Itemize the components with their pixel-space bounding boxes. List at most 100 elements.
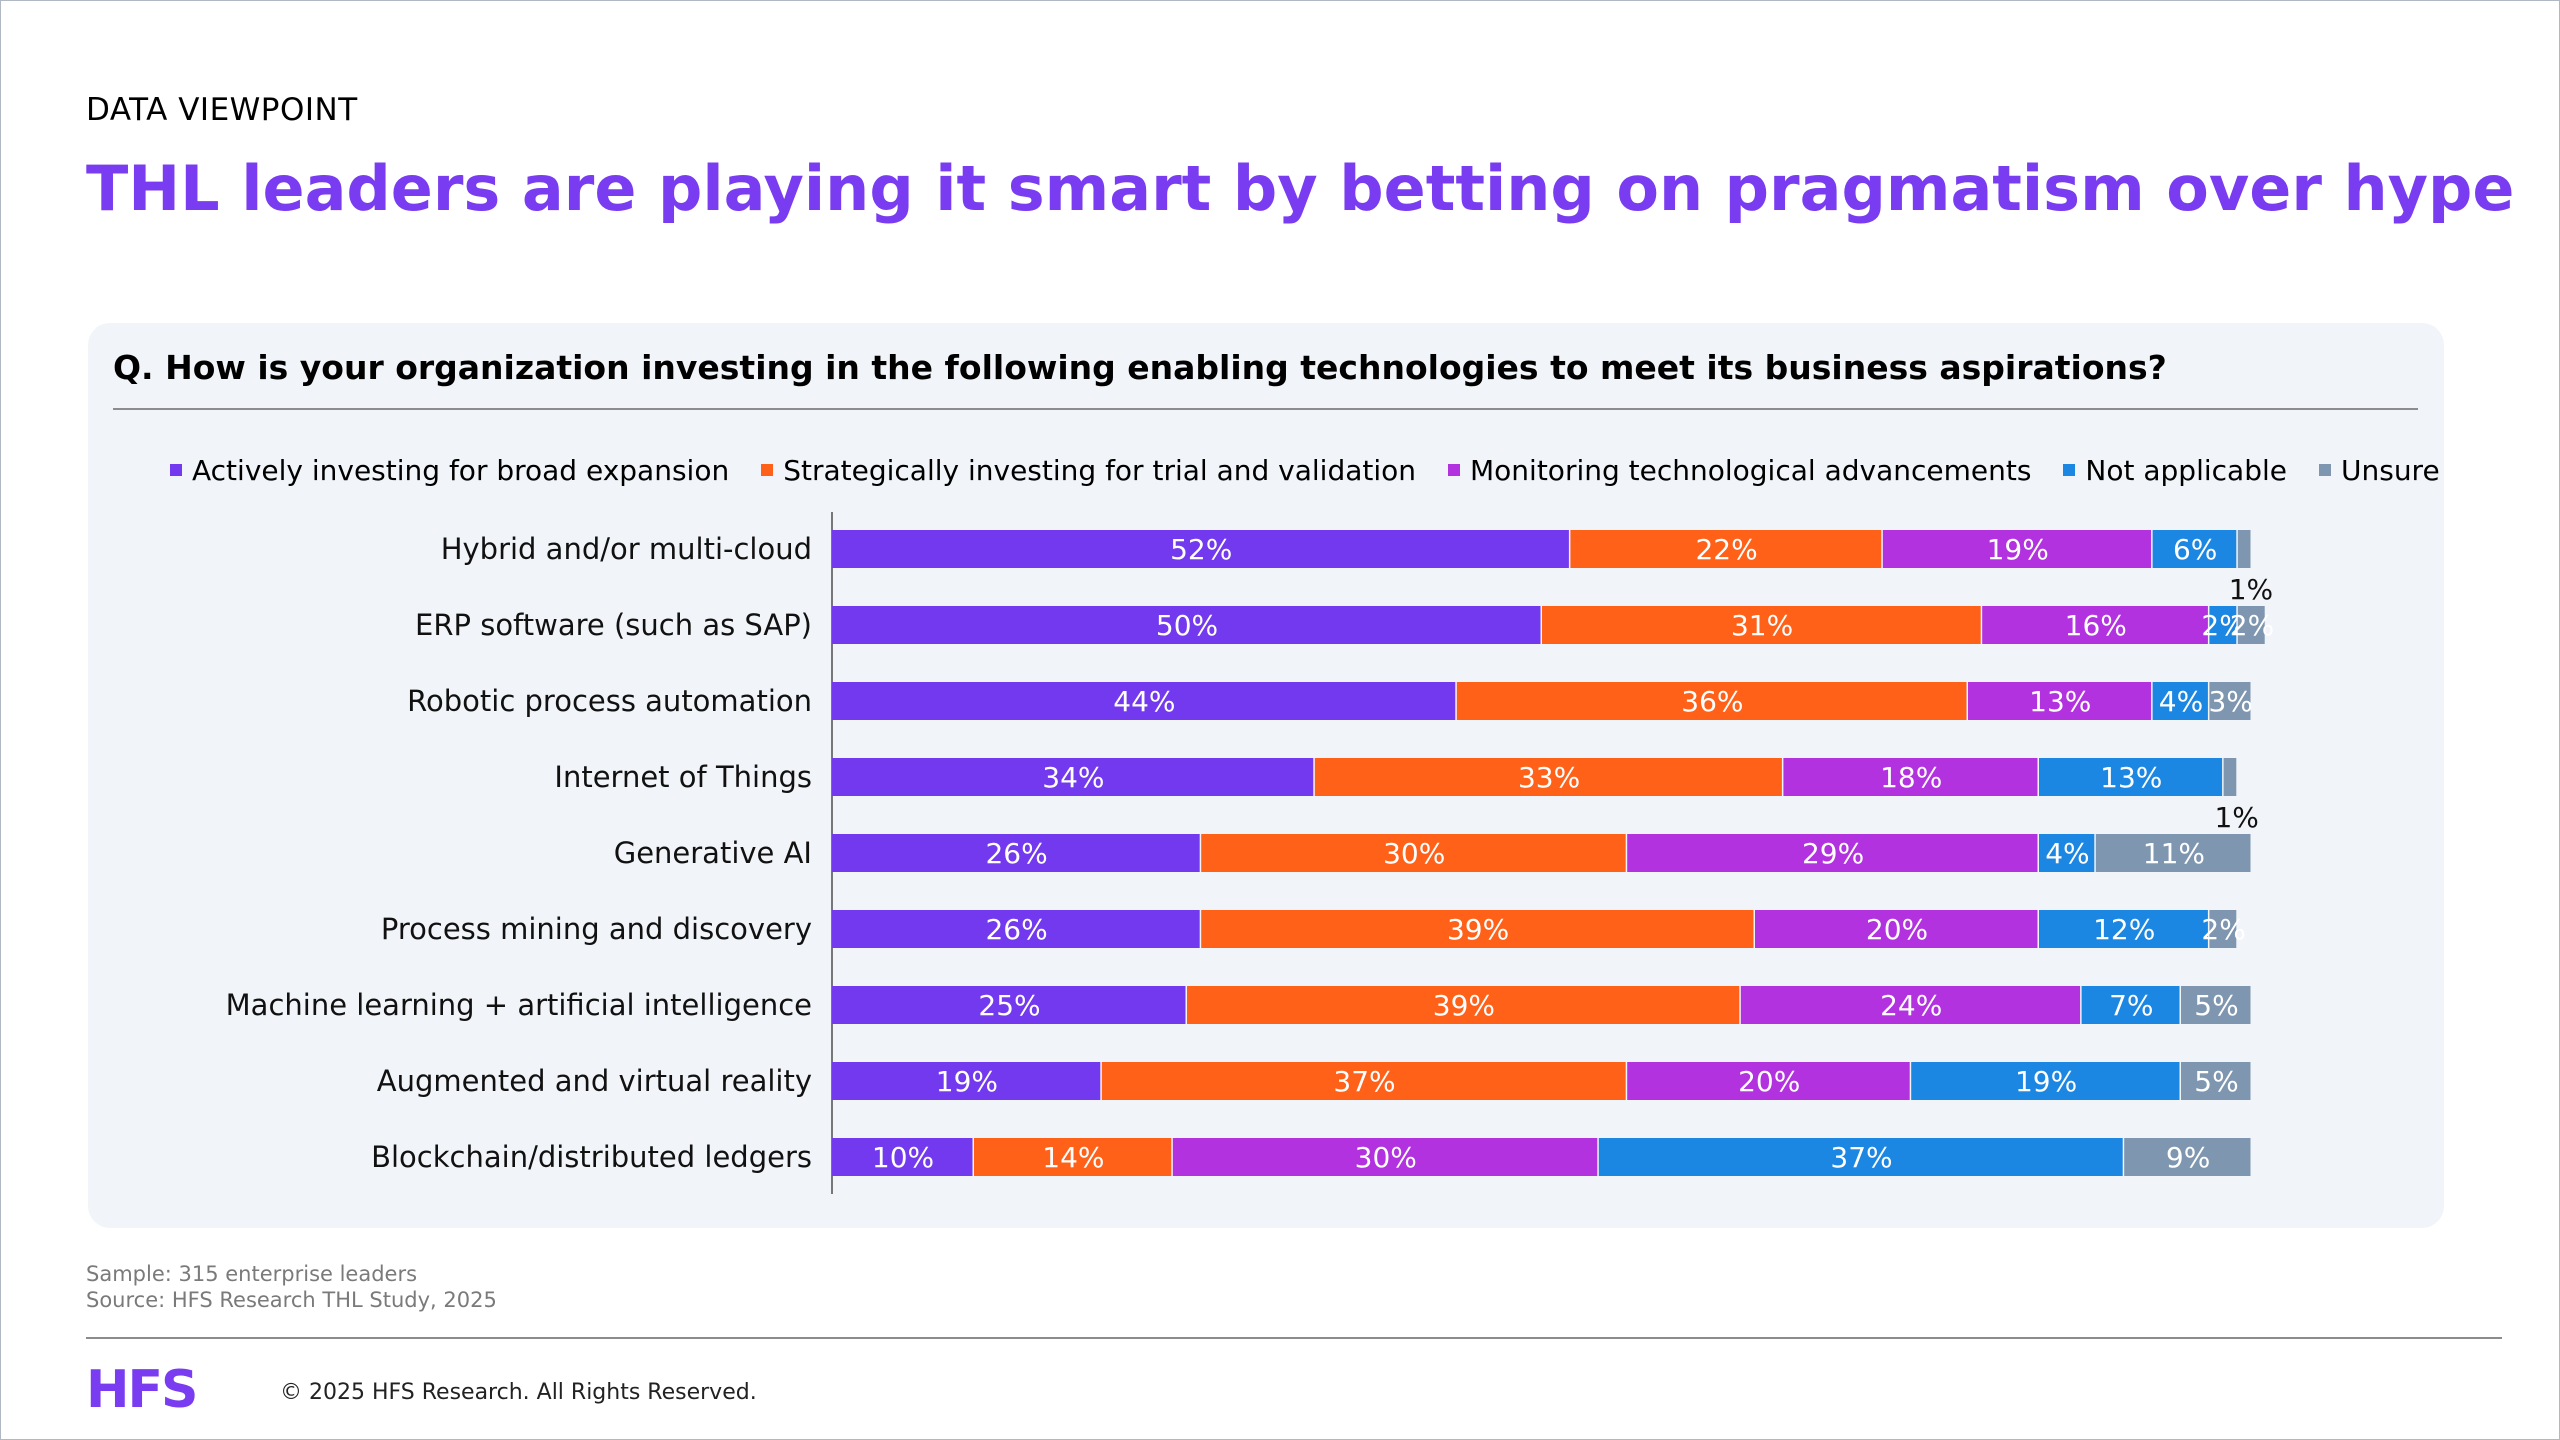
bar-segment — [1542, 606, 1981, 644]
legend-label: Not applicable — [2085, 453, 2287, 487]
bar-segment — [1783, 758, 2038, 796]
bar-segment — [832, 682, 1456, 720]
data-label: 1% — [2214, 801, 2258, 834]
category-label: Augmented and virtual reality — [377, 1064, 812, 1098]
data-label: 13% — [2029, 685, 2091, 718]
data-label: 12% — [2093, 913, 2155, 946]
footer-divider — [86, 1337, 2502, 1339]
data-label: 5% — [2194, 1065, 2238, 1098]
data-label: 39% — [1433, 989, 1495, 1022]
bar-segment — [832, 1138, 973, 1176]
bar-segment — [1314, 758, 1782, 796]
legend-item: Unsure — [2318, 453, 2440, 487]
bar-segment — [2124, 1138, 2251, 1176]
data-label: 20% — [1866, 913, 1928, 946]
data-label: 16% — [2065, 609, 2127, 642]
bar-segment — [1172, 1138, 1598, 1176]
bar-segment — [1882, 530, 2152, 568]
bar-segment — [1101, 1062, 1626, 1100]
survey-question: Q. How is your organization investing in… — [113, 348, 2167, 387]
data-label: 7% — [2109, 989, 2153, 1022]
chart-legend: Actively investing for broad expansion S… — [170, 452, 2472, 488]
data-label: 26% — [985, 837, 1047, 870]
category-label: Generative AI — [614, 836, 812, 870]
bar-segment — [2039, 834, 2095, 872]
bar-segment — [1201, 834, 1626, 872]
divider — [113, 408, 2418, 410]
data-label: 29% — [1802, 837, 1864, 870]
bar-segment — [1201, 910, 1754, 948]
data-label: 9% — [2166, 1141, 2210, 1174]
data-label: 10% — [872, 1141, 934, 1174]
data-label: 3% — [2208, 685, 2252, 718]
bar-segment — [2181, 986, 2251, 1024]
data-label: 1% — [2229, 573, 2273, 606]
data-label: 50% — [1156, 609, 1218, 642]
bar-segment — [2237, 606, 2265, 644]
bar-segment — [1456, 682, 1967, 720]
bar-segment — [974, 1138, 1172, 1176]
category-label: Process mining and discovery — [381, 912, 812, 946]
bar-segment — [1598, 1138, 2123, 1176]
data-label: 37% — [1830, 1141, 1892, 1174]
bar-segment — [2152, 682, 2208, 720]
copyright-text: © 2025 HFS Research. All Rights Reserved… — [280, 1380, 757, 1405]
data-label: 19% — [1987, 533, 2049, 566]
bar-segment — [1968, 682, 2152, 720]
sample-note: Sample: 315 enterprise leaders — [86, 1262, 418, 1286]
data-label: 11% — [2143, 837, 2205, 870]
legend-label: Actively investing for broad expansion — [192, 453, 730, 487]
legend-label: Strategically investing for trial and va… — [783, 453, 1417, 487]
bar-segment — [2237, 530, 2251, 568]
bar-segment — [1187, 986, 1740, 1024]
data-label: 13% — [2100, 761, 2162, 794]
bar-segment — [1570, 530, 1882, 568]
bar-segment — [1740, 986, 2081, 1024]
bar-segment — [832, 986, 1186, 1024]
data-label: 33% — [1518, 761, 1580, 794]
data-label: 2% — [2201, 913, 2245, 946]
data-label: 37% — [1333, 1065, 1395, 1098]
bar-segment — [832, 834, 1200, 872]
category-label: Hybrid and/or multi-cloud — [441, 532, 812, 566]
bar-segment — [832, 530, 1569, 568]
data-label: 25% — [978, 989, 1040, 1022]
bar-segment — [2209, 910, 2237, 948]
data-label: 19% — [2015, 1065, 2077, 1098]
category-label: Machine learning + artificial intelligen… — [226, 988, 812, 1022]
bar-segment — [1755, 910, 2038, 948]
category-label: Blockchain/distributed ledgers — [371, 1140, 812, 1174]
bar-segment — [832, 606, 1541, 644]
legend-item: Strategically investing for trial and va… — [761, 454, 1416, 487]
bar-segment — [832, 1062, 1101, 1100]
data-label: 19% — [936, 1065, 998, 1098]
data-label: 5% — [2194, 989, 2238, 1022]
legend-label: Unsure — [2340, 453, 2440, 487]
bar-segment — [2095, 834, 2251, 872]
category-label: Internet of Things — [554, 760, 812, 794]
bar-segment — [832, 910, 1200, 948]
bar-segment — [2209, 606, 2237, 644]
legend-swatch — [170, 464, 182, 476]
data-label: 39% — [1447, 913, 1509, 946]
data-label: 20% — [1738, 1065, 1800, 1098]
legend-item: Not applicable — [2063, 454, 2287, 487]
data-label: 6% — [2173, 533, 2217, 566]
data-label: 18% — [1880, 761, 1942, 794]
bar-segment — [1627, 834, 2038, 872]
legend-swatch — [761, 464, 774, 476]
source-note: Source: HFS Research THL Study, 2025 — [86, 1288, 497, 1312]
legend-label: Monitoring technological advancements — [1470, 453, 2032, 487]
legend-item: Monitoring technological advancements — [1448, 454, 2031, 487]
bar-segment — [2039, 758, 2223, 796]
bar-segment — [2152, 530, 2237, 568]
data-label: 30% — [1355, 1141, 1417, 1174]
data-label: 34% — [1042, 761, 1104, 794]
bar-segment — [1627, 1062, 1910, 1100]
data-label: 36% — [1681, 685, 1743, 718]
category-label: ERP software (such as SAP) — [415, 608, 812, 642]
page-title: THL leaders are playing it smart by bett… — [86, 152, 2515, 225]
legend-swatch — [1448, 464, 1461, 476]
bar-segment — [2039, 910, 2208, 948]
